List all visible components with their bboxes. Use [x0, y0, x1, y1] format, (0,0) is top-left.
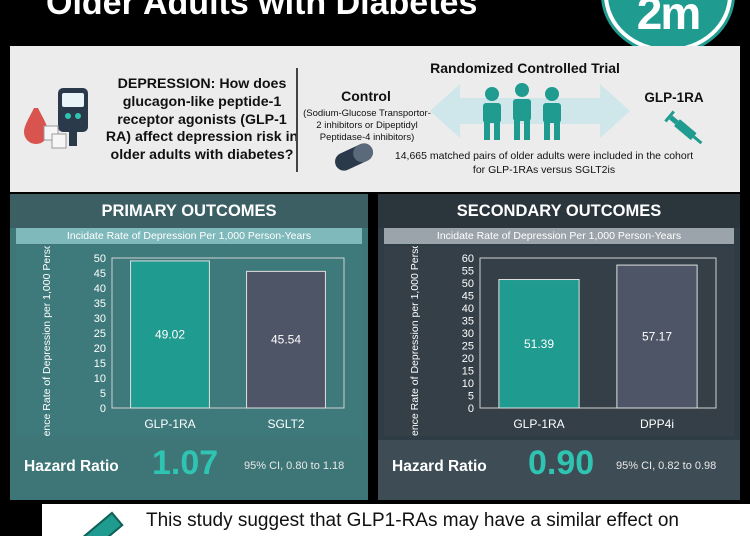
people-group-icon	[483, 83, 561, 140]
y-tick-label: 45	[94, 268, 106, 280]
y-tick-label: 30	[462, 328, 474, 340]
primary-chart-area: 0 5 10 15 20 25 30 35 40 45 50 Incidence Rate of De…	[16, 207, 362, 459]
y-tick-label: 15	[462, 366, 474, 378]
y-tick-label: 50	[94, 253, 106, 265]
secondary-chart-area: 0 5 10 15 20 25 30 35 40 45 50 55 60 Incidence Rate o…	[384, 208, 734, 458]
y-axis-label: Incidence Rate of Depression per 1,000 P…	[41, 246, 53, 436]
secondary-chart-subtitle: Incidate Rate of Depression Per 1,000 Pe…	[384, 228, 734, 244]
data-label: 49.02	[155, 327, 185, 341]
y-tick-label: 5	[100, 388, 106, 400]
y-tick-label: 5	[468, 391, 474, 403]
y-tick-label: 45	[462, 291, 474, 303]
y-tick-label: 35	[462, 316, 474, 328]
y-tick-label: 50	[462, 278, 474, 290]
x-tick-label: GLP-1RA	[513, 417, 564, 431]
y-tick-label: 20	[94, 343, 106, 355]
y-tick-label: 55	[462, 266, 474, 278]
glucose-meter-icon	[24, 88, 88, 149]
y-axis-label: Incidence Rate of Depression per 1,000 P…	[409, 246, 421, 436]
y-tick-label: 0	[100, 403, 106, 415]
bar	[246, 270, 326, 409]
secondary-outcomes-heading: SECONDARY OUTCOMES	[378, 194, 740, 228]
bar	[616, 264, 698, 409]
x-tick-label: DPP4i	[640, 417, 674, 431]
intervention-arm-label: GLP-1RA	[644, 90, 704, 105]
confidence-interval: 95% CI, 0.80 to 1.18	[244, 460, 345, 472]
y-tick-label: 15	[94, 358, 106, 370]
bar	[498, 279, 580, 409]
logo-text: 2m	[636, 0, 701, 39]
primary-outcomes-heading: PRIMARY OUTCOMES	[10, 194, 368, 228]
y-tick-label: 0	[468, 403, 474, 415]
plot-frame	[479, 257, 717, 409]
confidence-interval: 95% CI, 0.82 to 0.98	[616, 460, 717, 472]
secondary-hazard-ratio-row: Hazard Ratio 0.90 95% CI, 0.82 to 0.98	[378, 440, 740, 500]
study-question: DEPRESSION: How does glucagon-like pepti…	[105, 76, 299, 163]
cohort-description: 14,665 matched pairs of older adults wer…	[394, 150, 694, 176]
y-tick-label: 10	[462, 378, 474, 390]
data-label: 57.17	[642, 330, 672, 344]
primary-bar-chart: 0 5 10 15 20 25 30 35 40 45 50 Incidence Rate of De…	[41, 207, 345, 459]
hazard-ratio-label: Hazard Ratio	[392, 458, 487, 475]
pencil-icon	[75, 511, 124, 536]
y-tick-label: 30	[94, 313, 106, 325]
primary-outcomes-panel: PRIMARY OUTCOMES Incidate Rate of Depres…	[10, 194, 368, 500]
conclusion-text: This study suggest that GLP1-RAs may hav…	[146, 510, 679, 531]
brand-logo: 2m	[604, 0, 732, 52]
y-tick-label: 40	[462, 303, 474, 315]
hazard-ratio-value: 1.07	[152, 444, 219, 482]
page-title: Older Adults with Diabetes	[46, 0, 478, 22]
plot-frame	[111, 257, 345, 409]
y-tick-label: 60	[462, 253, 474, 265]
conclusion-banner	[42, 504, 750, 536]
secondary-outcomes-panel: SECONDARY OUTCOMES Incidate Rate of Depr…	[378, 194, 740, 500]
trial-design-title: Randomized Controlled Trial	[430, 60, 620, 76]
hazard-ratio-value: 0.90	[528, 444, 595, 482]
y-tick-label: 40	[94, 283, 106, 295]
y-tick-label: 35	[94, 298, 106, 310]
y-tick-label: 25	[462, 341, 474, 353]
hazard-ratio-label: Hazard Ratio	[24, 458, 119, 475]
x-tick-label: GLP-1RA	[144, 417, 195, 431]
divider	[296, 68, 298, 172]
control-arm-description: (Sodium-Glucose Transportor-2 inhibitors…	[303, 108, 431, 143]
y-tick-label: 25	[94, 328, 106, 340]
data-label: 51.39	[524, 337, 554, 351]
syringe-icon	[664, 110, 703, 145]
primary-hazard-ratio-row: Hazard Ratio 1.07 95% CI, 0.80 to 1.18	[10, 440, 368, 500]
control-arm-label: Control	[341, 88, 391, 104]
data-label: 45.54	[271, 333, 301, 347]
y-tick-label: 20	[462, 353, 474, 365]
primary-chart-subtitle: Incidate Rate of Depression Per 1,000 Pe…	[16, 228, 362, 244]
y-tick-label: 10	[94, 373, 106, 385]
bar	[130, 260, 210, 409]
pill-icon	[335, 143, 373, 171]
x-tick-label: SGLT2	[267, 417, 304, 431]
